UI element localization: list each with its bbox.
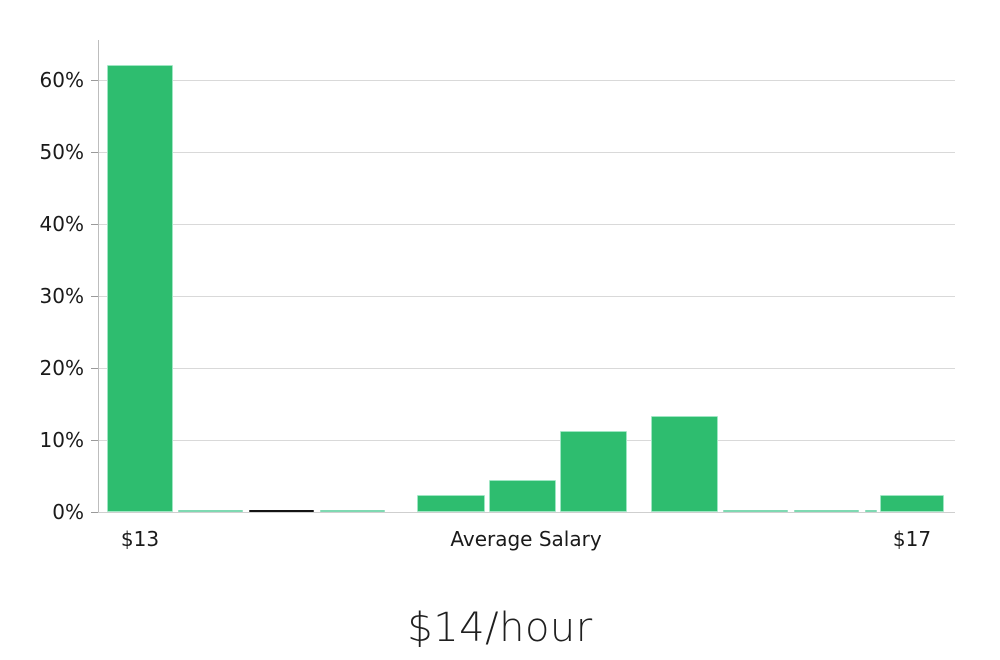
gridline-50	[98, 151, 955, 153]
bar-11[interactable]	[880, 495, 944, 512]
bar-0[interactable]	[107, 65, 173, 512]
y-tickmark-50	[91, 151, 98, 153]
bar-7[interactable]	[651, 416, 718, 512]
y-tickmark-60	[91, 79, 98, 81]
gridline-60	[98, 79, 955, 81]
bar-1[interactable]	[178, 509, 243, 512]
y-axis-line	[98, 40, 99, 512]
y-tick-label-20: 20%	[39, 355, 84, 380]
y-tick-label-50: 50%	[39, 139, 84, 164]
bar-8[interactable]	[723, 509, 788, 512]
x-tick-label-left: $13	[120, 527, 160, 551]
x-tick-label-right: $17	[892, 527, 932, 551]
y-tickmark-40	[91, 223, 98, 225]
bar-9[interactable]	[794, 509, 859, 512]
bar-5[interactable]	[489, 479, 556, 512]
y-tick-label-60: 60%	[39, 67, 84, 92]
bar-6[interactable]	[560, 431, 627, 512]
bar-10[interactable]	[865, 510, 877, 512]
x-axis-title: Average Salary	[450, 527, 602, 551]
y-tick-label-30: 30%	[39, 283, 84, 308]
y-tickmark-20	[91, 367, 98, 369]
bar-3[interactable]	[320, 509, 385, 512]
gridline-40	[98, 223, 955, 225]
y-tick-label-0: 0%	[52, 500, 84, 524]
bar-2[interactable]	[249, 509, 314, 512]
gridline-30	[98, 295, 955, 297]
gridline-20	[98, 367, 955, 369]
chart-caption: $14/hour	[407, 605, 593, 651]
bar-4[interactable]	[417, 495, 485, 512]
gridline-0	[98, 512, 955, 513]
y-tickmark-10	[91, 439, 98, 441]
y-tickmark-0	[91, 512, 98, 513]
plot-area	[98, 40, 955, 513]
y-tick-label-10: 10%	[39, 427, 84, 452]
gridline-10	[98, 439, 955, 441]
y-tickmark-30	[91, 295, 98, 297]
y-tick-label-40: 40%	[39, 211, 84, 236]
